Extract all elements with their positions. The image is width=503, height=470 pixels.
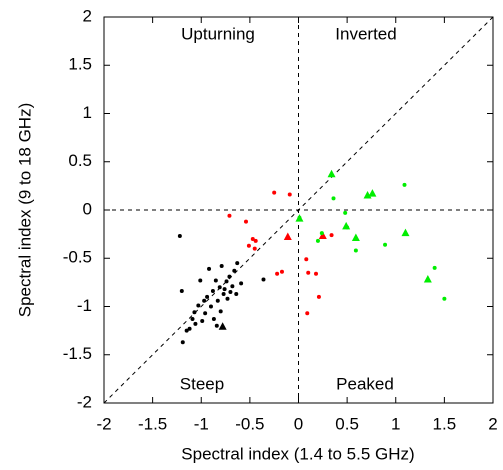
point: [253, 238, 258, 243]
y-tick-label: 1: [83, 103, 92, 122]
x-tick-label: -1.5: [138, 414, 167, 433]
x-tick-label: -0.5: [235, 414, 264, 433]
point: [383, 242, 388, 247]
point: [214, 323, 219, 328]
point: [246, 243, 251, 248]
x-tick-label: 1: [391, 414, 400, 433]
point: [304, 257, 309, 262]
point: [353, 248, 358, 253]
point: [287, 192, 292, 197]
point: [368, 189, 377, 197]
point: [198, 278, 203, 283]
point: [225, 296, 230, 301]
point: [295, 214, 304, 222]
point: [193, 321, 198, 326]
point: [228, 290, 233, 295]
point: [218, 309, 223, 314]
point: [218, 322, 227, 330]
point: [179, 289, 184, 294]
point: [319, 231, 324, 236]
y-axis-label: Spectral index (9 to 18 GHz): [15, 103, 34, 317]
point: [184, 328, 189, 333]
point: [222, 287, 227, 292]
reference-line: [103, 16, 494, 404]
point: [224, 279, 229, 284]
point: [305, 311, 310, 316]
point: [306, 270, 311, 275]
x-tick-label: 1.5: [433, 414, 457, 433]
point: [205, 294, 210, 299]
point: [202, 298, 207, 303]
point: [192, 310, 197, 315]
point: [423, 274, 432, 283]
point: [351, 233, 360, 241]
y-tick-label: 0.5: [68, 151, 92, 170]
quadrant-label: Peaked: [336, 374, 394, 393]
point: [203, 311, 208, 316]
point: [227, 213, 232, 218]
point: [327, 169, 336, 178]
y-tick-label: 2: [83, 6, 92, 25]
point: [343, 210, 348, 215]
quadrant-label: Upturning: [181, 24, 255, 43]
quadrant-label: Steep: [180, 374, 224, 393]
point: [227, 274, 232, 279]
point: [232, 268, 237, 273]
point: [230, 284, 235, 289]
point: [442, 296, 447, 301]
point: [187, 326, 192, 331]
point: [329, 233, 334, 238]
y-tick-label: 1.5: [68, 55, 92, 74]
x-axis-label: Spectral index (1.4 to 5.5 GHz): [181, 444, 414, 463]
x-tick-label: -1: [194, 414, 209, 433]
point: [401, 228, 410, 237]
point: [243, 219, 248, 224]
point: [279, 269, 284, 274]
point: [239, 281, 244, 286]
point: [363, 191, 372, 199]
x-tick-label: 0.5: [335, 414, 359, 433]
point: [432, 265, 437, 270]
y-tick-label: -2: [77, 392, 92, 411]
plot-frame: [103, 16, 494, 404]
point: [315, 238, 320, 243]
point: [252, 246, 257, 251]
point: [235, 261, 240, 266]
x-tick-label: -2: [96, 414, 111, 433]
point: [180, 340, 185, 345]
point: [217, 285, 222, 290]
point: [234, 291, 239, 296]
point: [318, 231, 327, 240]
point: [210, 289, 215, 294]
x-tick-label: 2: [488, 414, 497, 433]
point: [402, 182, 407, 187]
point: [221, 291, 226, 296]
point: [196, 303, 201, 308]
point: [177, 234, 182, 239]
point: [316, 294, 321, 299]
point: [208, 304, 213, 309]
point: [190, 317, 195, 322]
point: [219, 263, 224, 268]
point: [213, 278, 218, 283]
y-tick-label: -1.5: [63, 344, 92, 363]
point: [211, 317, 216, 322]
point: [215, 298, 220, 303]
point: [272, 190, 277, 195]
x-tick-label: 0: [294, 414, 303, 433]
quadrant-label: Inverted: [335, 24, 396, 43]
point: [283, 232, 292, 241]
point: [200, 318, 205, 323]
point: [207, 266, 212, 271]
y-tick-label: -1: [77, 296, 92, 315]
y-tick-label: 0: [83, 199, 92, 218]
point: [250, 236, 255, 241]
y-tick-label: -0.5: [63, 248, 92, 267]
point: [261, 277, 266, 282]
point: [342, 221, 351, 230]
point: [314, 271, 319, 276]
point: [275, 271, 280, 276]
point: [331, 196, 336, 201]
